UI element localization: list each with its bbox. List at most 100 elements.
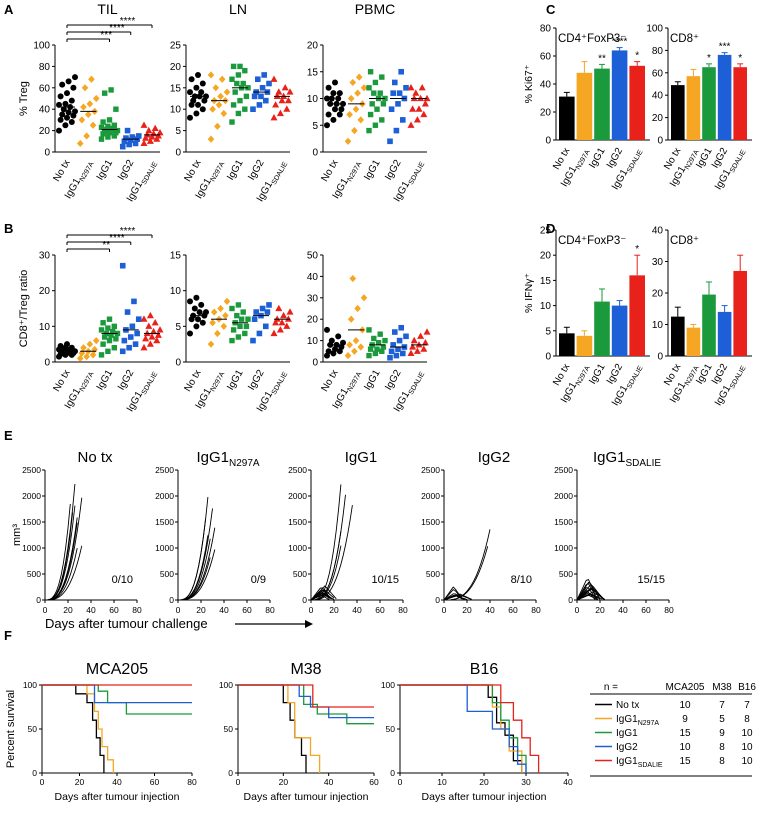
b-til-point-notx — [57, 342, 64, 349]
d-cd8-bar-igg2 — [717, 311, 732, 356]
f-panel-b16-title: B16 — [470, 661, 499, 678]
e-xlabel-arrow-head — [305, 620, 313, 628]
b-til-y-tick-label: 10 — [39, 322, 51, 333]
b-til-point-n297a — [78, 349, 86, 357]
e-panel-1-x-tick-label: 40 — [86, 605, 96, 615]
a-ln-point-sdalie — [280, 92, 288, 99]
b-til-point-notx — [64, 341, 70, 348]
a-til-point-igg2 — [135, 133, 142, 139]
a-til-point-n297a — [83, 132, 90, 140]
a-pbmc-point-igg2 — [396, 90, 403, 96]
b-ln-point-igg2 — [264, 309, 271, 315]
a-ln-point-notx — [198, 89, 205, 96]
a-pbmc-point-igg1 — [379, 74, 385, 80]
d-cd8-y-tick-label: 30 — [652, 257, 664, 268]
e-panel-3-tumour-curve — [310, 587, 330, 601]
a-til-point-n297a — [81, 84, 89, 92]
a-til-y-tick-label: 0 — [44, 148, 50, 159]
b-ln-point-igg2 — [250, 337, 256, 344]
b-pbmc-group-label: No tx — [319, 368, 340, 394]
e-panel-5-y-tick-label: 1500 — [554, 517, 573, 527]
c-cd8-y-tick-label: 20 — [652, 113, 664, 124]
a-ln-point-n297a — [223, 88, 231, 96]
b-pbmc-point-notx — [324, 326, 330, 333]
b-ln-point-igg1 — [237, 323, 243, 330]
b-pbmc-point-n297a — [357, 343, 365, 351]
d-cd4-bar-igg2 — [611, 305, 628, 356]
a-ln-point-notx — [199, 80, 206, 87]
a-pbmc-point-notx — [330, 90, 337, 97]
a-til-point-igg2 — [132, 140, 139, 147]
b-til-point-sdalie — [148, 333, 156, 340]
a-pbmc-point-sdalie — [418, 84, 426, 91]
a-ln-point-n297a — [220, 109, 228, 118]
b-ln-point-n297a — [207, 340, 215, 348]
e-xlabel: Days after tumour challenge — [45, 616, 208, 631]
c-cd8-y-tick-label: 80 — [652, 46, 664, 57]
b-ln-point-igg1 — [229, 305, 235, 312]
b-ln-point-notx — [203, 309, 209, 316]
a-ln-point-igg1 — [240, 80, 246, 87]
a-pbmc-point-igg1 — [377, 90, 383, 96]
e-panel-4-y-tick-label: 1500 — [421, 517, 440, 527]
a-pbmc-point-n297a — [346, 110, 353, 119]
b-pbmc-point-notx — [340, 339, 346, 346]
e-panel-3-y-tick-label: 1000 — [288, 543, 307, 553]
f-legend-column-header: M38 — [712, 682, 732, 693]
b-pbmc-point-igg2 — [388, 348, 395, 355]
f-panel-b16-survival-curve-notx — [400, 684, 523, 773]
b-pbmc-point-igg2 — [395, 346, 401, 352]
a-pbmc-point-sdalie — [412, 89, 420, 96]
a-ln-point-sdalie — [276, 109, 284, 117]
b-til-group-label: No tx — [51, 368, 72, 394]
e-panel-2-x-tick-label: 20 — [196, 605, 206, 615]
panel-letter-E: E — [4, 428, 13, 443]
f-legend-count: 15 — [679, 728, 691, 739]
b-ln-point-notx — [198, 301, 205, 308]
e-panel-3-title: IgG1 — [345, 449, 378, 466]
e-panel-3-x-tick-label: 20 — [329, 605, 339, 615]
a-til-point-notx — [72, 108, 78, 115]
b-pbmc-point-igg2 — [393, 352, 400, 359]
a-pbmc-point-notx — [335, 95, 342, 102]
b-ln-point-n297a — [217, 304, 224, 313]
a-ln-point-n297a — [218, 75, 226, 83]
a-til-point-notx — [59, 111, 66, 118]
a-pbmc-point-igg2 — [388, 106, 395, 112]
c-cd8-group-label: IgG2 — [710, 146, 731, 171]
a-ln-point-igg1 — [242, 106, 248, 112]
a-til-point-n297a — [78, 116, 86, 124]
a-pbmc-point-igg2 — [403, 85, 409, 91]
a-til-y-tick-label: 40 — [39, 105, 51, 116]
f-panel-m38-y-tick-label: 100 — [219, 680, 233, 690]
a-ln-point-igg2 — [258, 93, 264, 100]
b-pbmc-point-sdalie — [421, 338, 429, 346]
b-ln-point-n297a — [214, 329, 221, 338]
c-cd8-sig-label: *** — [719, 42, 731, 53]
a-pbmc-point-sdalie — [417, 94, 425, 102]
a-ln-point-igg1 — [243, 93, 250, 100]
d-cd8-group-label: IgG2 — [710, 362, 731, 387]
b-til-point-igg2 — [132, 341, 139, 347]
b-pbmc-point-igg1 — [371, 335, 377, 342]
e-panel-4-tumour-curve — [444, 546, 489, 601]
a-ln-title: LN — [229, 1, 247, 17]
e-panel-1-y-tick-label: 1500 — [22, 517, 41, 527]
b-pbmc-point-n297a — [349, 274, 357, 283]
c-cd4-bar-igg2 — [611, 50, 628, 140]
e-panel-4-fraction: 8/10 — [511, 574, 532, 586]
e-panel-2-y-tick-label: 500 — [160, 569, 174, 579]
b-til-point-igg1 — [100, 320, 106, 326]
b-til-group-label: IgG2 — [116, 368, 137, 393]
d-cd8-y-tick-label: 40 — [652, 226, 664, 237]
a-til-point-sdalie — [145, 126, 153, 134]
a-ln-point-igg2 — [255, 76, 261, 83]
b-pbmc-point-igg2 — [396, 337, 403, 344]
b-til-point-igg2 — [119, 348, 126, 355]
b-til-point-n297a — [92, 337, 100, 345]
a-pbmc-point-notx — [328, 95, 335, 102]
b-til-point-sdalie — [153, 336, 161, 344]
a-pbmc-y-tick-label: 0 — [312, 148, 318, 159]
f-panel-b16-survival-curve-igg2 — [400, 684, 527, 773]
b-ln-point-igg2 — [266, 302, 272, 308]
